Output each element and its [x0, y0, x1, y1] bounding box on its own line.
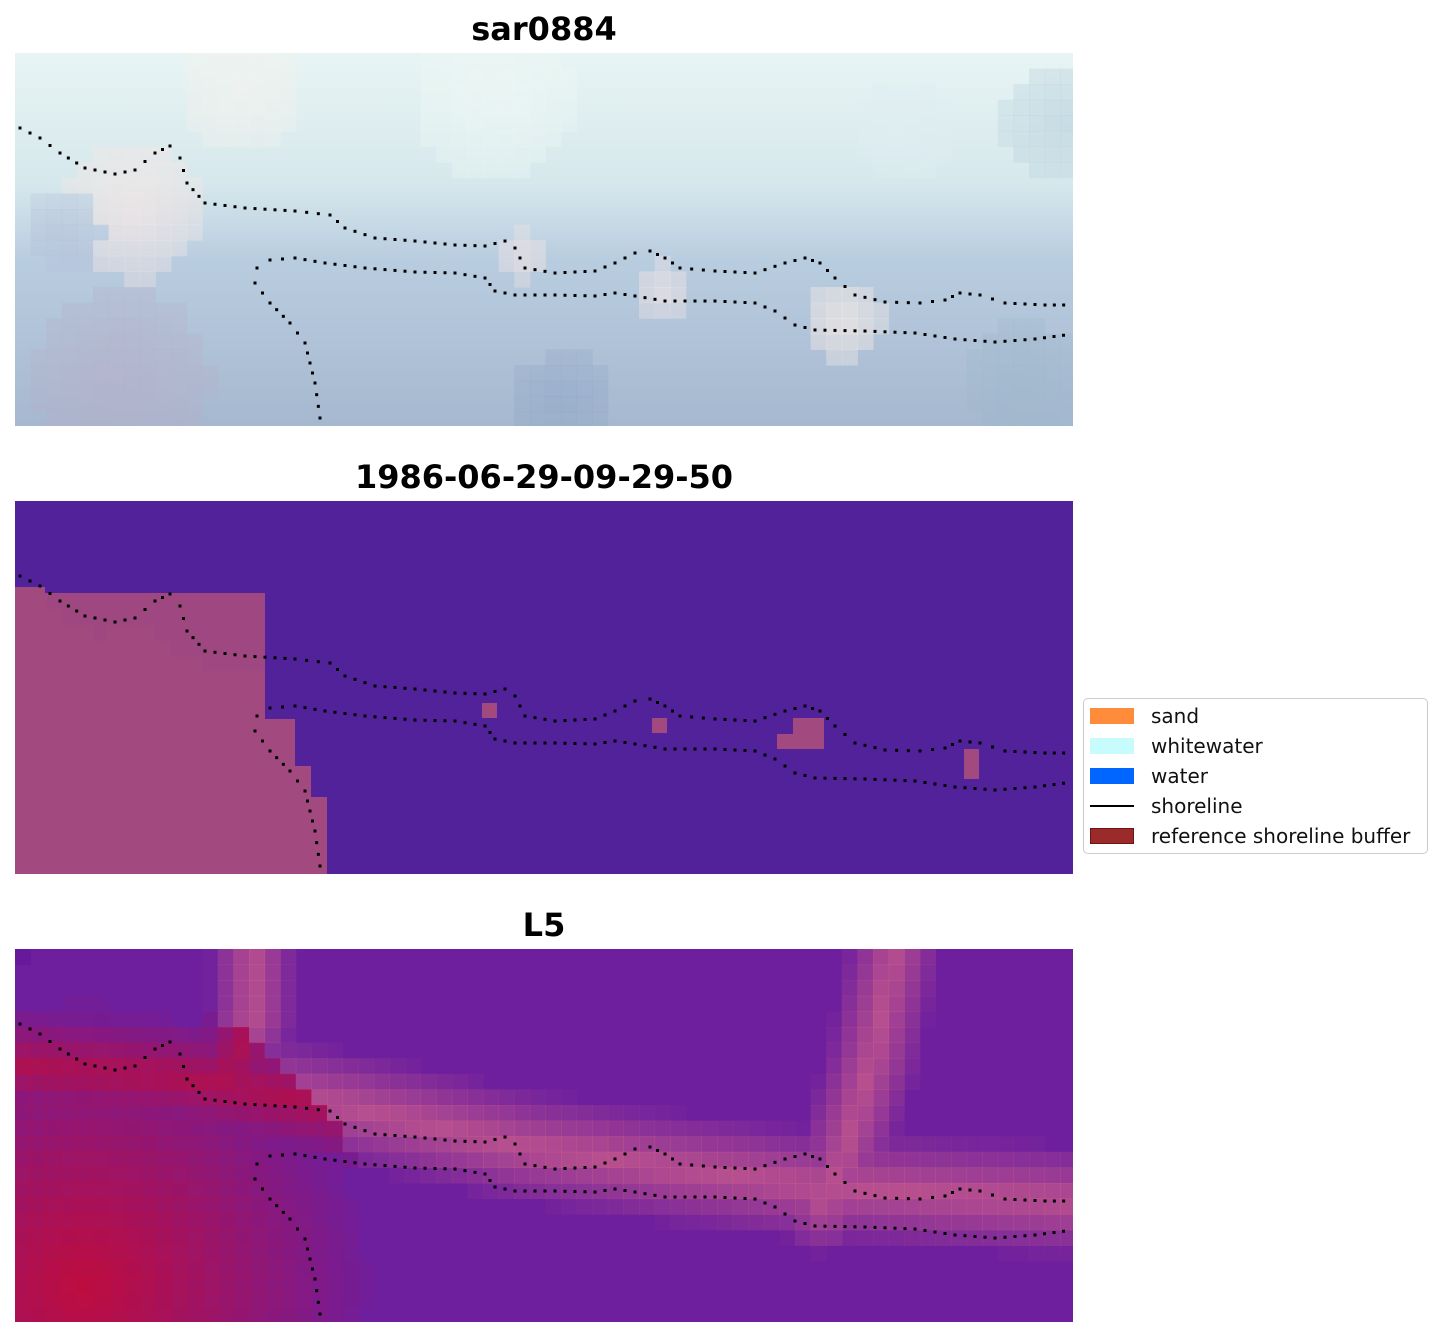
legend-label: shoreline: [1151, 794, 1243, 818]
legend-label: whitewater: [1151, 734, 1263, 758]
legend-item-water: water: [1090, 761, 1420, 791]
panel-title-index: L5: [522, 906, 566, 944]
water-swatch: [1090, 768, 1134, 784]
legend-label: reference shoreline buffer: [1151, 824, 1411, 848]
classified-image: [15, 501, 1073, 874]
legend: sand whitewater water shoreline referenc…: [1083, 698, 1428, 854]
index-image-panel: [15, 949, 1073, 1322]
reference-buffer-swatch: [1090, 828, 1134, 844]
shoreline-dots: [18, 126, 1066, 420]
rgb-image-panel: [15, 53, 1073, 426]
shoreline-line-swatch: [1090, 805, 1134, 807]
legend-label: sand: [1151, 704, 1200, 728]
whitewater-swatch: [1090, 738, 1134, 754]
panel-title-classified: 1986-06-29-09-29-50: [354, 458, 734, 496]
legend-item-shoreline: shoreline: [1090, 791, 1420, 821]
legend-item-reference-buffer: reference shoreline buffer: [1090, 821, 1420, 851]
index-image: [15, 949, 1073, 1322]
shoreline-dots: [18, 574, 1066, 868]
legend-label: water: [1151, 764, 1208, 788]
sand-swatch: [1090, 708, 1134, 724]
legend-item-whitewater: whitewater: [1090, 731, 1420, 761]
rgb-image: [15, 53, 1073, 426]
classified-image-panel: [15, 501, 1073, 874]
shoreline-dots: [18, 1022, 1066, 1316]
legend-item-sand: sand: [1090, 701, 1420, 731]
panel-title-rgb: sar0884: [471, 10, 617, 48]
